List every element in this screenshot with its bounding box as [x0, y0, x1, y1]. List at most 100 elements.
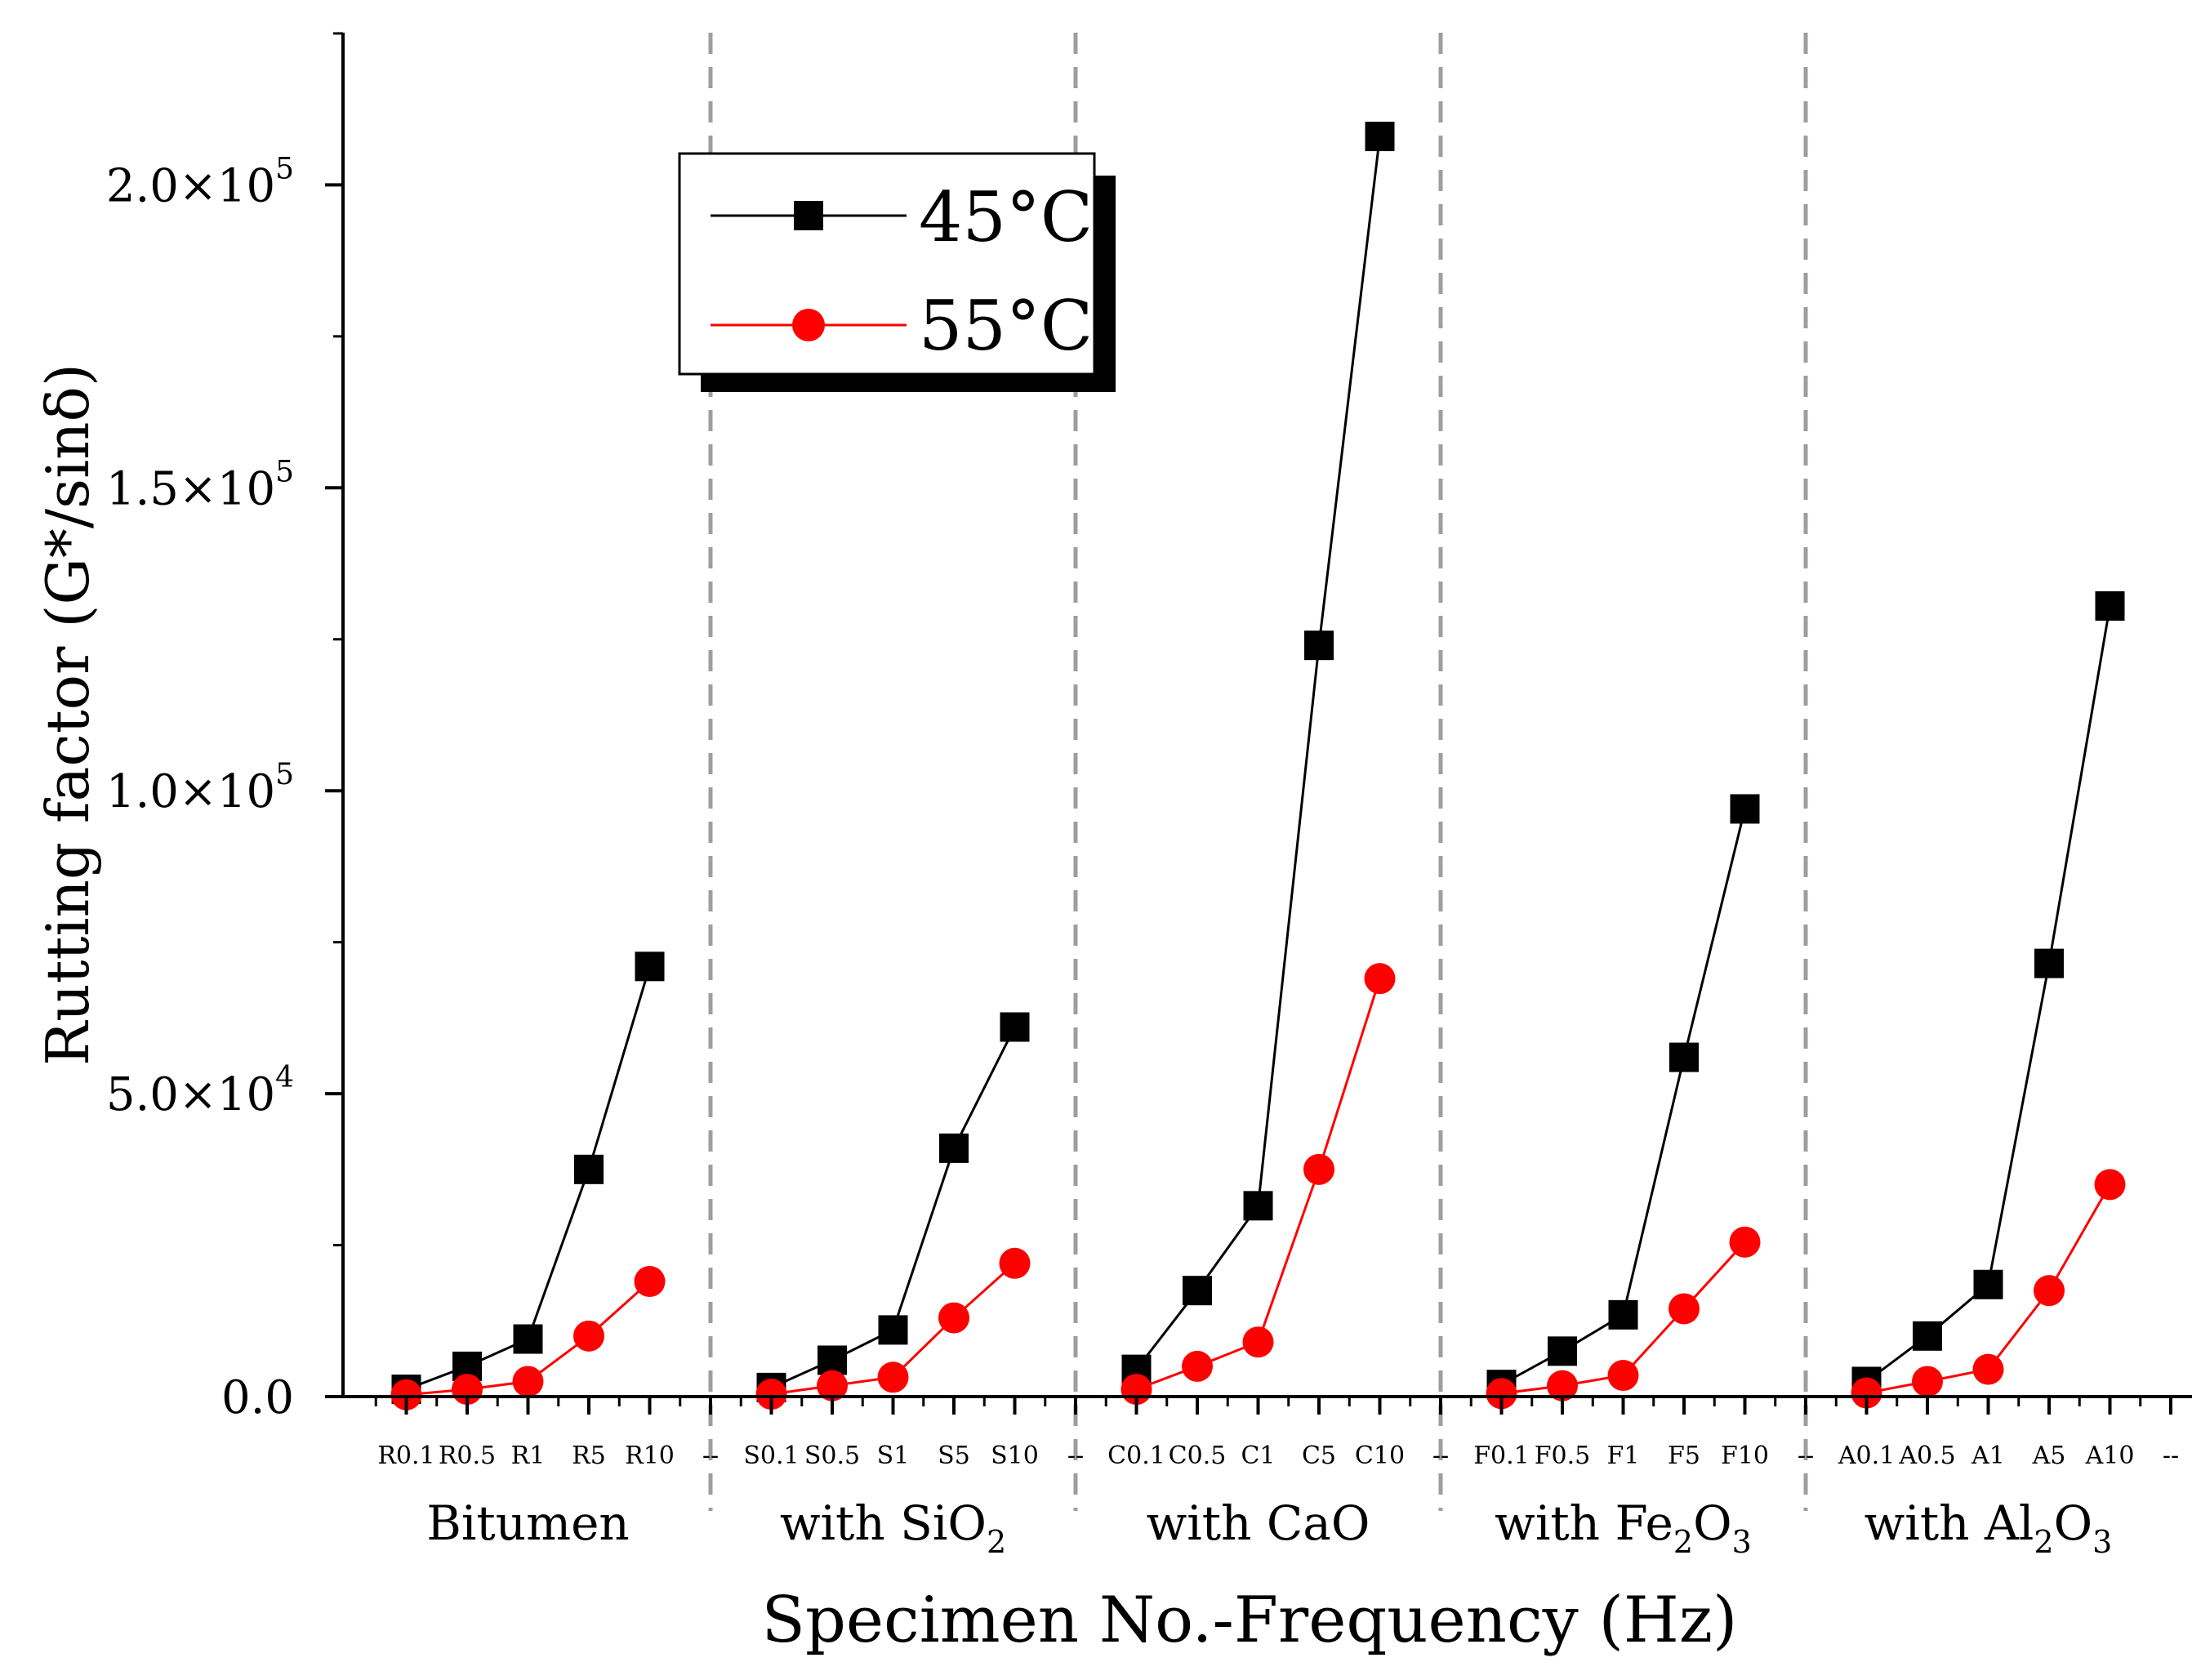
- x-tick-label: --: [702, 1442, 719, 1470]
- data-point-circle: [2034, 1275, 2065, 1307]
- data-point-square: [2095, 590, 2125, 621]
- data-point-square: [878, 1315, 908, 1345]
- group-label-part: 2: [987, 1524, 1006, 1560]
- y-tick-mantissa: 0.0: [221, 1371, 294, 1424]
- x-tick-label: C10: [1355, 1442, 1405, 1470]
- x-tick-label: F5: [1668, 1442, 1700, 1470]
- y-tick-label: 1.5×105: [106, 455, 294, 515]
- x-tick-label: F1: [1607, 1442, 1640, 1470]
- y-tick-label: 1.0×105: [106, 758, 294, 818]
- group-label-part: O: [1693, 1495, 1732, 1551]
- data-point-square: [1973, 1269, 2003, 1299]
- x-tick-label: C0.5: [1169, 1442, 1227, 1470]
- data-point-circle: [1242, 1326, 1274, 1358]
- legend-label-45: 45°C: [919, 177, 1093, 257]
- data-point-circle: [2094, 1169, 2126, 1201]
- data-point-circle: [999, 1247, 1031, 1279]
- x-tick-label: C5: [1302, 1442, 1336, 1470]
- data-point-circle: [1547, 1370, 1578, 1401]
- data-point-square: [1000, 1012, 1030, 1042]
- x-tick-label: --: [1798, 1442, 1814, 1470]
- data-point-square: [1608, 1299, 1638, 1330]
- data-point-circle: [938, 1302, 969, 1334]
- group-label-part: 3: [1732, 1524, 1752, 1560]
- data-point-circle: [1607, 1360, 1639, 1392]
- y-tick-exponent: 4: [275, 1061, 294, 1094]
- data-point-square: [1243, 1191, 1273, 1221]
- x-tick-label: --: [1067, 1442, 1084, 1470]
- data-point-square: [1913, 1321, 1942, 1351]
- data-point-square: [1365, 122, 1395, 152]
- data-point-circle: [512, 1366, 544, 1397]
- y-tick-mantissa: 1.0×10: [106, 765, 275, 818]
- y-tick-label: 5.0×104: [106, 1061, 294, 1121]
- x-tick-label: S5: [938, 1442, 970, 1470]
- legend-label-55: 55°C: [919, 286, 1093, 366]
- x-tick-label: S1: [877, 1442, 910, 1470]
- x-tick-label: C1: [1241, 1442, 1275, 1470]
- group-label-part: 3: [2092, 1524, 2112, 1560]
- x-tick-label: A5: [2032, 1442, 2066, 1470]
- x-tick-label: F0.1: [1473, 1442, 1530, 1470]
- group-label-part: 2: [1673, 1524, 1693, 1560]
- data-point-circle: [1486, 1378, 1517, 1410]
- y-tick-mantissa: 1.5×10: [106, 462, 275, 515]
- data-point-square: [574, 1154, 604, 1184]
- data-point-square: [939, 1133, 969, 1163]
- group-label-part: O: [2054, 1495, 2093, 1551]
- x-tick-label: R5: [572, 1442, 606, 1470]
- data-point-square: [818, 1345, 847, 1375]
- x-tick-label: S0.5: [804, 1442, 860, 1470]
- data-point-circle: [817, 1370, 848, 1401]
- data-point-circle: [573, 1320, 604, 1352]
- data-point-square: [1304, 631, 1334, 661]
- y-tick-exponent: 5: [275, 152, 294, 185]
- x-axis-ticks: R0.1 R0.5 R1 R5 R10 -- S0.1 S0.5 S1 S5 S10 -- C0.1 C0…: [374, 1397, 2179, 1470]
- legend-marker-55: [792, 309, 825, 341]
- data-point-circle: [877, 1361, 909, 1393]
- data-point-circle: [1912, 1366, 1943, 1397]
- x-tick-label: R0.5: [439, 1442, 496, 1470]
- x-tick-label: A0.1: [1838, 1442, 1895, 1470]
- data-point-circle: [755, 1379, 787, 1410]
- x-tick-label: --: [1432, 1442, 1449, 1470]
- data-point-circle: [1851, 1377, 1882, 1409]
- group-label-part: with Fe: [1495, 1495, 1673, 1551]
- data-point-circle: [1729, 1226, 1761, 1258]
- x-tick-label: F10: [1721, 1442, 1769, 1470]
- y-axis-title: Rutting factor (G*/sinδ): [33, 363, 102, 1066]
- data-point-square: [635, 951, 665, 982]
- x-tick-label: A10: [2085, 1442, 2135, 1470]
- group-label: Bitumen: [426, 1495, 630, 1551]
- y-tick-mantissa: 5.0×10: [106, 1068, 275, 1121]
- data-point-square: [2034, 948, 2064, 978]
- data-point-square: [1669, 1042, 1699, 1072]
- x-tick-label: R1: [511, 1442, 546, 1470]
- x-tick-label: A1: [1971, 1442, 2005, 1470]
- data-point-square: [1548, 1336, 1577, 1366]
- group-label: with Fe2O3: [1495, 1495, 1752, 1560]
- legend-box: [678, 152, 1096, 376]
- data-point-square: [1730, 794, 1760, 824]
- group-label: with SiO2: [780, 1495, 1006, 1560]
- data-point-square: [1183, 1276, 1212, 1306]
- y-tick-label: 2.0×105: [106, 152, 294, 212]
- x-tick-label: R0.1: [377, 1442, 434, 1470]
- y-tick-label: 0.0: [221, 1371, 294, 1424]
- data-point-circle: [1364, 963, 1396, 995]
- group-label: with CaO: [1147, 1495, 1370, 1551]
- x-tick-label: R10: [625, 1442, 675, 1470]
- y-tick-exponent: 5: [275, 758, 294, 791]
- x-tick-label: S0.1: [743, 1442, 799, 1470]
- data-point-circle: [634, 1266, 666, 1298]
- data-point-square: [513, 1324, 543, 1354]
- y-tick-exponent: 5: [275, 455, 294, 488]
- series-layer: [390, 122, 2126, 1410]
- data-point-circle: [1303, 1153, 1334, 1185]
- data-point-circle: [390, 1379, 422, 1410]
- x-tick-label: A0.5: [1898, 1442, 1955, 1470]
- group-label-part: with CaO: [1147, 1495, 1370, 1551]
- data-point-circle: [1182, 1350, 1213, 1382]
- y-tick-mantissa: 2.0×10: [106, 159, 275, 212]
